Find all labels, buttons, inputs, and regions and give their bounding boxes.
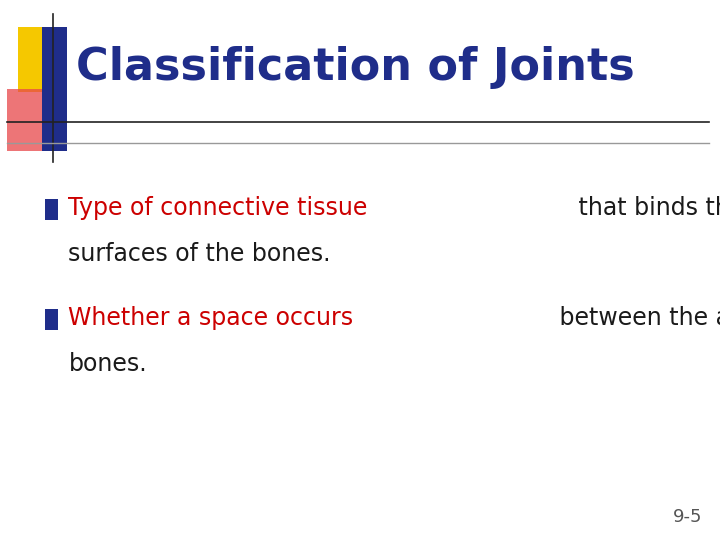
- Text: Type of connective tissue: Type of connective tissue: [68, 196, 368, 220]
- Bar: [42, 27, 67, 151]
- Bar: [45, 199, 58, 220]
- Text: Classification of Joints: Classification of Joints: [76, 46, 634, 89]
- Text: Whether a space occurs: Whether a space occurs: [68, 306, 354, 330]
- Text: 9-5: 9-5: [672, 509, 702, 526]
- Text: that binds the articulating: that binds the articulating: [571, 196, 720, 220]
- Text: between the articulating: between the articulating: [552, 306, 720, 330]
- Bar: [45, 309, 58, 330]
- Text: bones.: bones.: [68, 352, 147, 376]
- Bar: [18, 27, 65, 92]
- Bar: [7, 89, 54, 151]
- Text: surfaces of the bones.: surfaces of the bones.: [68, 242, 331, 266]
